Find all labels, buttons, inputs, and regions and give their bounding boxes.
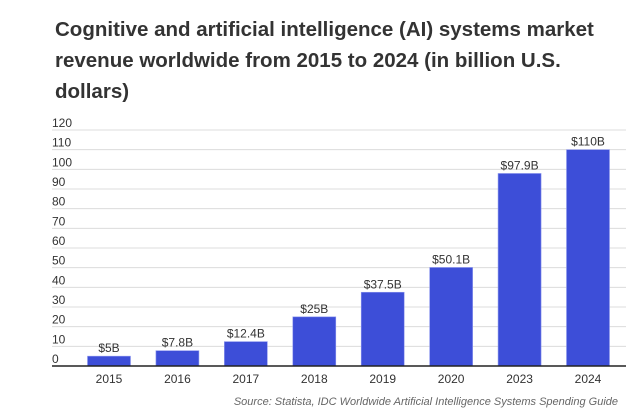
- data-label: $110B: [571, 135, 605, 149]
- x-tick-label: 2023: [506, 372, 533, 386]
- y-tick-label: 50: [52, 254, 66, 268]
- y-tick-label: 40: [52, 273, 66, 287]
- x-tick-label: 2019: [369, 372, 396, 386]
- x-tick-label: 2020: [438, 372, 465, 386]
- bar: [292, 316, 337, 367]
- data-label: $12.4B: [227, 327, 265, 341]
- x-tick-label: 2016: [164, 372, 191, 386]
- bar: [566, 149, 610, 367]
- source-note: Source: Statista, IDC Worldwide Artifici…: [233, 396, 618, 408]
- chart-title: Cognitive and artificial intelligence (A…: [55, 18, 594, 103]
- data-label: $5B: [98, 341, 119, 355]
- bar: [155, 350, 200, 367]
- data-label: $50.1B: [432, 252, 470, 266]
- data-label: $25B: [300, 302, 328, 316]
- bar: [87, 355, 131, 367]
- bar: [224, 341, 268, 367]
- y-tick-label: 80: [52, 195, 66, 209]
- bar: [429, 267, 473, 367]
- y-tick-label: 60: [52, 234, 66, 248]
- x-tick-label: 2024: [575, 372, 602, 386]
- y-tick-label: 120: [52, 116, 72, 130]
- y-tick-label: 90: [52, 175, 66, 189]
- y-tick-label: 70: [52, 214, 66, 228]
- x-tick-label: 2017: [233, 372, 260, 386]
- y-tick-label: 30: [52, 293, 66, 307]
- y-tick-label: 0: [52, 352, 59, 366]
- bar: [360, 291, 405, 367]
- y-tick-label: 100: [52, 155, 72, 169]
- y-tick-label: 110: [52, 136, 71, 150]
- y-tick-label: 20: [52, 313, 66, 327]
- bar: [497, 173, 542, 367]
- x-tick-label: 2018: [301, 372, 328, 386]
- data-label: $37.5B: [364, 277, 402, 291]
- data-label: $7.8B: [162, 336, 193, 350]
- data-label: $97.9B: [501, 158, 539, 172]
- y-tick-label: 10: [52, 332, 66, 346]
- x-tick-label: 2015: [96, 372, 123, 386]
